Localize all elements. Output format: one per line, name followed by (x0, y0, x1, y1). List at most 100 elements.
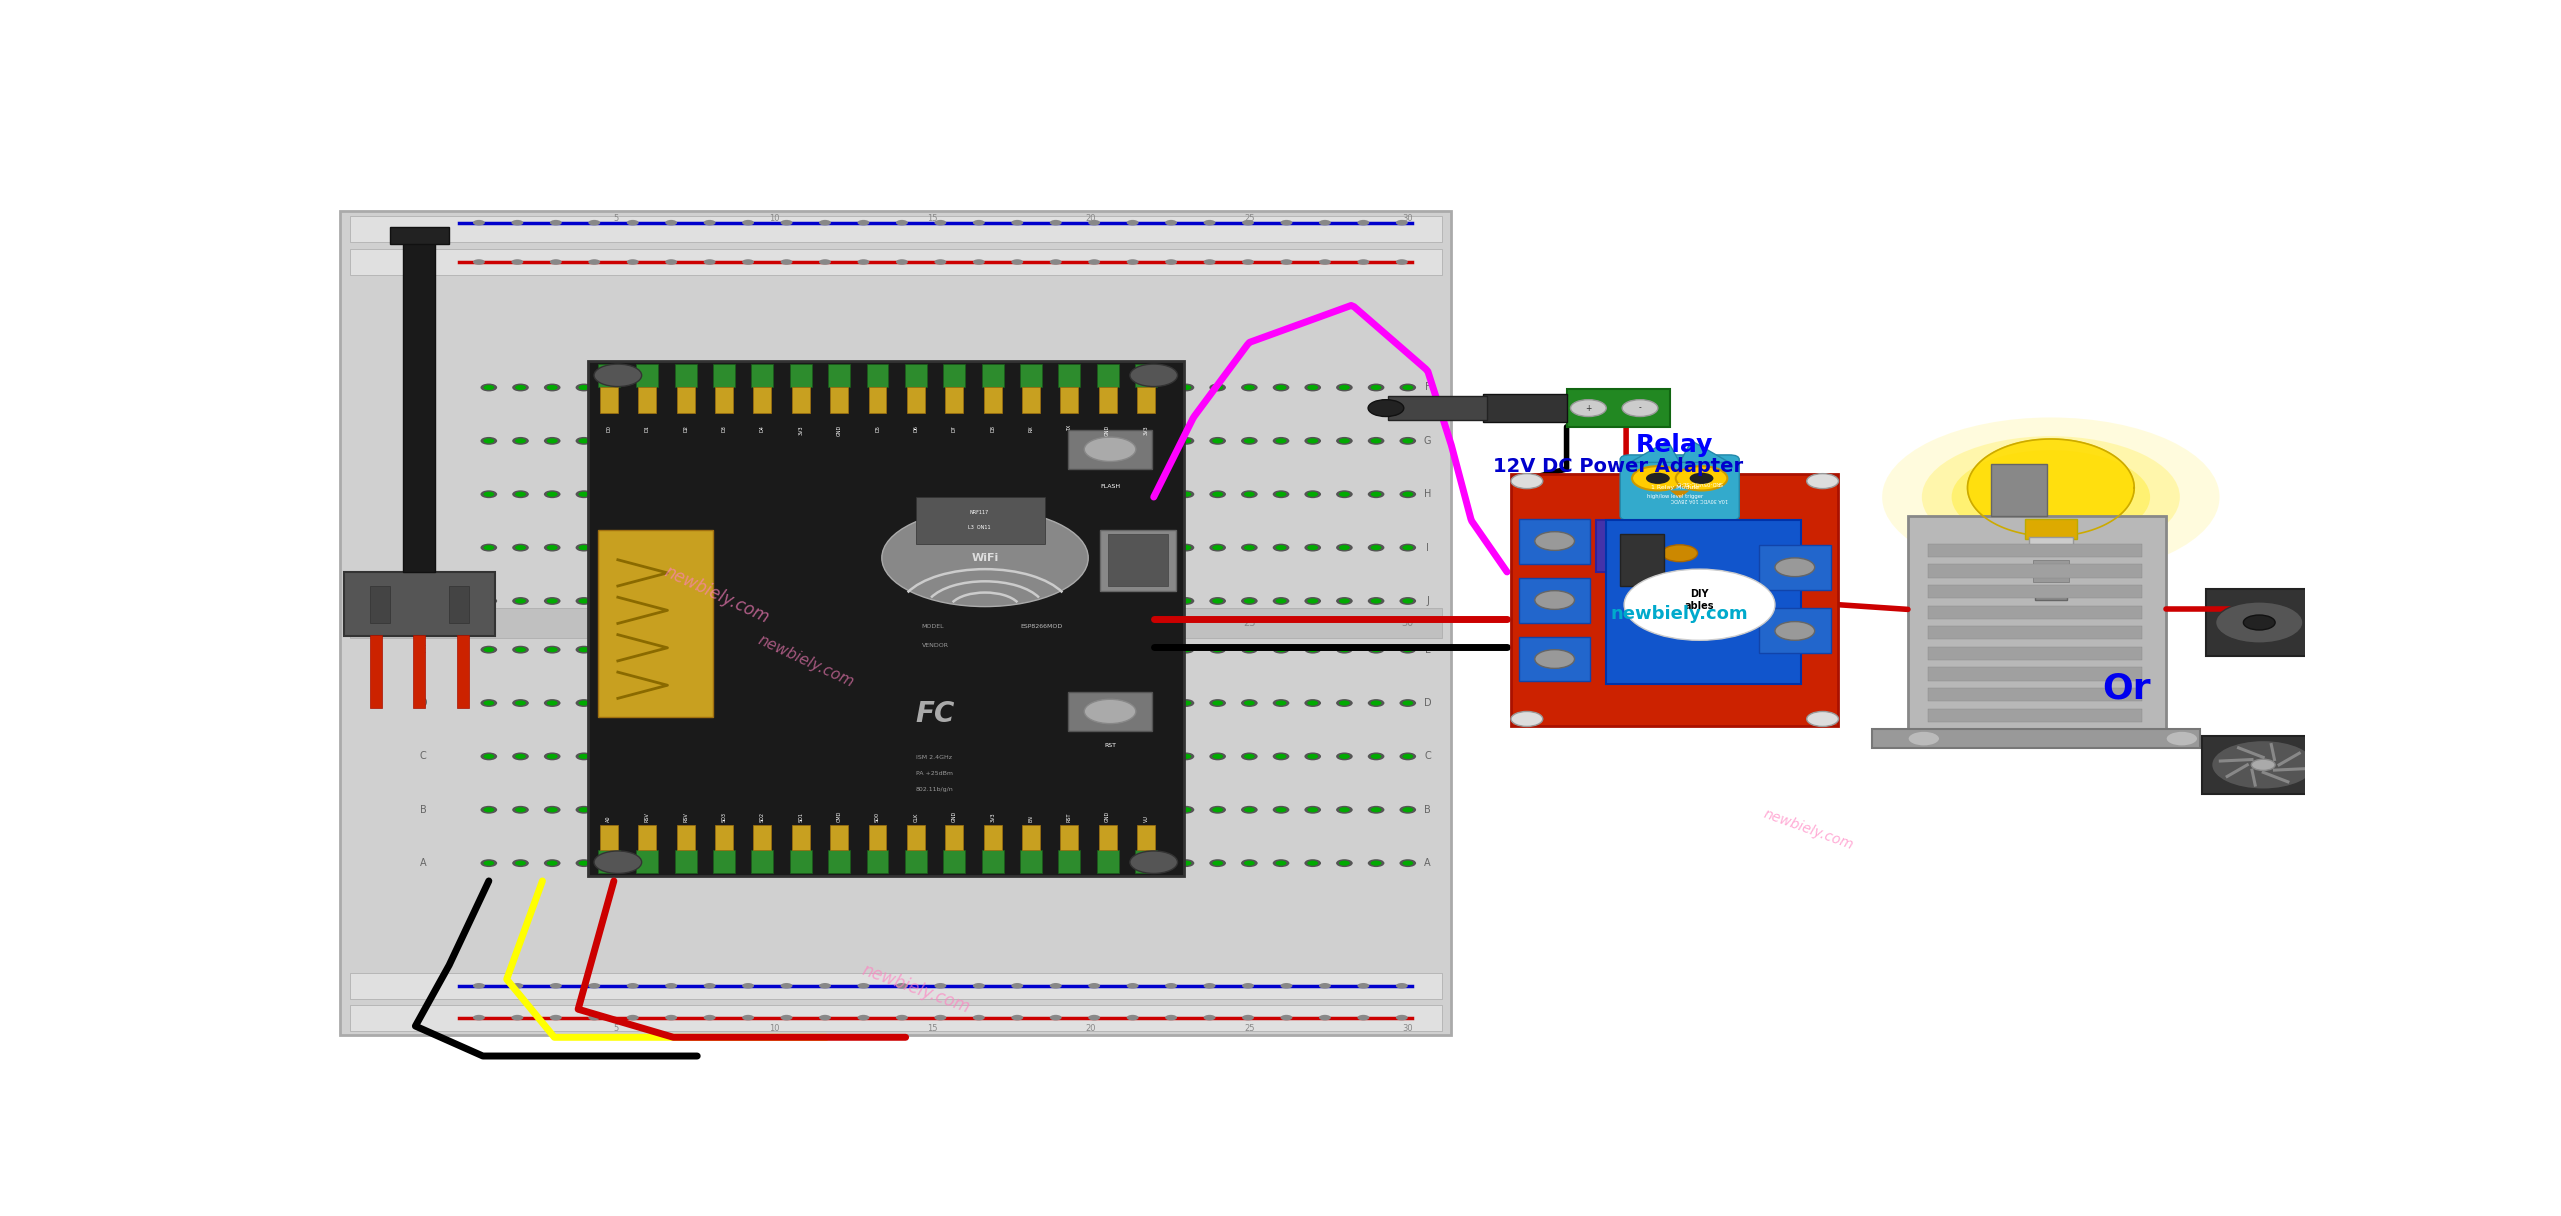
Circle shape (896, 220, 907, 225)
Circle shape (832, 700, 843, 705)
Text: 30: 30 (1403, 214, 1414, 224)
Circle shape (610, 545, 620, 550)
Bar (2202, 736, 2325, 794)
Text: EN: EN (1030, 815, 1035, 822)
Circle shape (1319, 220, 1332, 225)
Circle shape (1145, 860, 1163, 867)
Text: 20: 20 (1086, 619, 1096, 629)
Circle shape (671, 383, 686, 392)
Circle shape (1339, 754, 1350, 759)
Text: D8: D8 (991, 424, 996, 432)
Circle shape (610, 754, 620, 759)
Bar (1135, 364, 1158, 388)
Circle shape (896, 807, 907, 812)
Circle shape (1088, 983, 1101, 989)
Text: ESP8266MOD: ESP8266MOD (1022, 624, 1063, 629)
Bar (2315, 617, 2371, 634)
Circle shape (1306, 647, 1319, 652)
Circle shape (543, 383, 561, 392)
Circle shape (1806, 474, 1839, 489)
Bar (1068, 429, 1152, 469)
Circle shape (666, 220, 676, 225)
Circle shape (832, 754, 843, 759)
Circle shape (925, 753, 940, 760)
Circle shape (1306, 807, 1319, 812)
Circle shape (666, 983, 676, 989)
Bar (1621, 535, 1665, 586)
Bar (942, 850, 965, 873)
Circle shape (1273, 860, 1288, 867)
Polygon shape (1631, 441, 1680, 462)
Circle shape (704, 983, 715, 989)
Circle shape (925, 437, 940, 445)
Text: 15: 15 (927, 214, 937, 224)
Circle shape (1178, 646, 1193, 653)
Circle shape (548, 754, 558, 759)
Circle shape (1117, 491, 1127, 497)
Bar (1109, 535, 1168, 586)
Circle shape (1339, 647, 1350, 652)
Circle shape (1403, 700, 1414, 705)
Circle shape (1012, 259, 1024, 265)
Circle shape (989, 646, 1004, 653)
Circle shape (474, 1015, 484, 1020)
Circle shape (1209, 544, 1227, 552)
Circle shape (1275, 438, 1286, 444)
Text: 802.11b/g/n: 802.11b/g/n (917, 787, 953, 792)
Circle shape (989, 597, 1004, 604)
Circle shape (796, 699, 814, 706)
Bar (1096, 364, 1119, 388)
Text: NRF117: NRF117 (971, 511, 989, 516)
Circle shape (704, 700, 717, 705)
Circle shape (1368, 597, 1386, 604)
Circle shape (674, 861, 684, 866)
Circle shape (1245, 491, 1255, 497)
Circle shape (891, 753, 909, 760)
Circle shape (1242, 383, 1257, 392)
Circle shape (1209, 646, 1227, 653)
Circle shape (1209, 597, 1227, 604)
Circle shape (1245, 754, 1255, 759)
Circle shape (958, 385, 971, 390)
Circle shape (820, 220, 830, 225)
Text: C: C (420, 751, 428, 761)
Circle shape (860, 383, 878, 392)
Circle shape (579, 545, 589, 550)
Bar (791, 824, 809, 850)
Bar (827, 364, 850, 388)
Circle shape (1083, 753, 1099, 760)
Circle shape (607, 490, 625, 499)
Circle shape (1150, 861, 1160, 866)
Circle shape (1050, 597, 1068, 604)
Circle shape (674, 598, 684, 603)
Circle shape (766, 753, 781, 760)
Circle shape (927, 700, 937, 705)
Circle shape (1304, 699, 1321, 706)
Circle shape (1275, 861, 1286, 866)
Circle shape (1178, 806, 1193, 814)
Bar (2028, 537, 2072, 552)
Text: RSV: RSV (645, 812, 650, 822)
Circle shape (1178, 597, 1193, 604)
Circle shape (832, 491, 843, 497)
Circle shape (1357, 220, 1370, 225)
Circle shape (704, 491, 717, 497)
Circle shape (738, 491, 748, 497)
Circle shape (1050, 383, 1068, 392)
Circle shape (1242, 983, 1255, 989)
Circle shape (579, 647, 589, 652)
Circle shape (1022, 647, 1032, 652)
Circle shape (958, 700, 971, 705)
Circle shape (1396, 1015, 1409, 1020)
Circle shape (1368, 544, 1386, 552)
Circle shape (1053, 438, 1065, 444)
Circle shape (512, 597, 530, 604)
Circle shape (1319, 983, 1332, 989)
Circle shape (1050, 983, 1063, 989)
Circle shape (832, 647, 843, 652)
Circle shape (1398, 806, 1416, 814)
Circle shape (863, 438, 873, 444)
Text: GND: GND (1106, 424, 1111, 437)
Circle shape (1339, 598, 1350, 603)
Circle shape (1050, 806, 1068, 814)
